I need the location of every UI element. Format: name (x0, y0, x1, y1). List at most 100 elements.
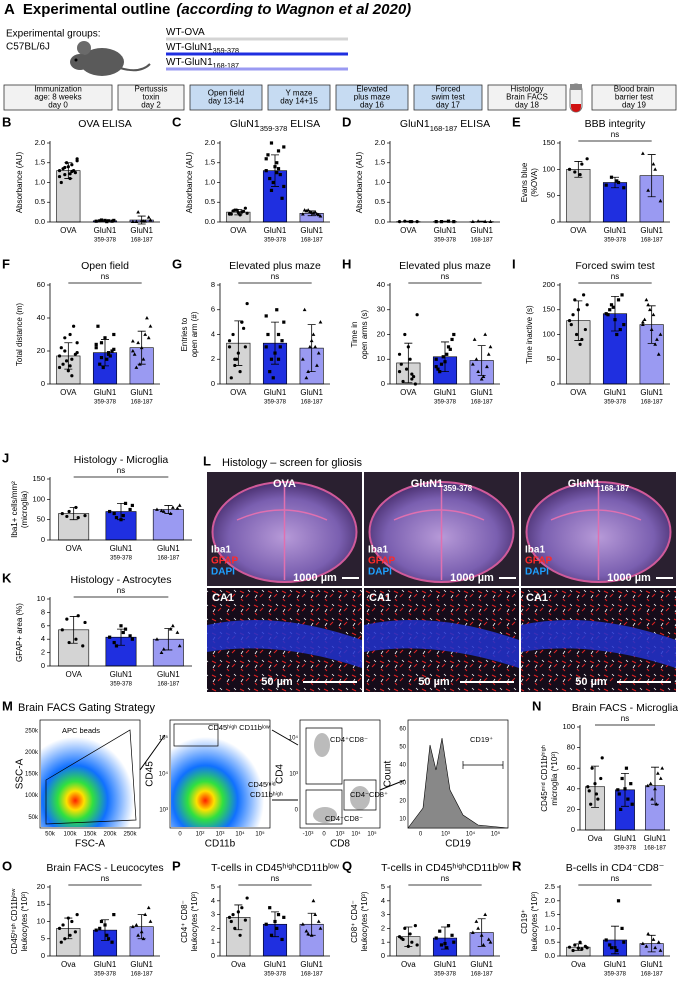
data-point (66, 369, 70, 373)
x-tick-sublabel: 168-187 (131, 972, 154, 978)
panel-letter: K (2, 570, 12, 585)
y-tick-label: 1.5 (205, 158, 215, 167)
data-point (604, 938, 608, 942)
y-tick-label: 0 (41, 951, 45, 960)
y-tick-label: 3 (381, 910, 385, 919)
data-point (264, 314, 268, 318)
data-point (470, 930, 475, 934)
density-cluster (314, 733, 330, 757)
y-tick-label: 20 (37, 346, 45, 355)
data-point (446, 924, 451, 928)
data-point (313, 210, 318, 214)
timeline-text: Immunization (34, 85, 82, 94)
gate-label: CD19⁺ (470, 735, 493, 744)
subscript: 168-187 (213, 61, 239, 70)
text-part: B-cells in CD4⁻CD8⁻ (566, 862, 665, 874)
y-tick-label: 0 (41, 535, 45, 544)
y-tick-label: 1.5 (375, 158, 385, 167)
data-point (302, 208, 307, 212)
data-point (57, 174, 62, 179)
scale-label: 50 µm (261, 676, 293, 688)
data-point (452, 332, 456, 337)
strain: C57BL/6J (6, 42, 50, 53)
panel-letter: R (512, 858, 522, 873)
data-point (578, 342, 582, 346)
data-point (234, 357, 239, 361)
data-point (655, 337, 659, 341)
y-tick-label: 0.5 (205, 197, 215, 206)
data-point (646, 931, 651, 936)
data-point (59, 940, 63, 944)
y-tick-label: 2 (381, 923, 385, 932)
data-point (275, 171, 279, 175)
data-point (397, 370, 402, 374)
data-point (57, 354, 62, 358)
data-point (269, 188, 274, 192)
data-point (415, 943, 419, 947)
data-point (617, 792, 621, 796)
data-point (145, 316, 149, 320)
data-point (238, 933, 242, 937)
data-point (134, 922, 139, 927)
data-point (70, 374, 74, 378)
data-point (483, 912, 488, 916)
data-point (227, 212, 232, 216)
data-point (578, 173, 582, 177)
y-axis-label: Absorbance (AU) (355, 151, 364, 213)
text-part: T-cells in CD45ʰⁱᵍʰCD11bˡᵒʷ (211, 862, 340, 874)
histogram (407, 737, 509, 829)
data-point (141, 357, 146, 361)
y-tick-label: 2.0 (545, 896, 555, 905)
data-point (276, 357, 281, 361)
text-part: OVA (273, 478, 296, 490)
timeline-text: Blood brain (614, 85, 654, 94)
error-bar (441, 341, 449, 373)
data-point (243, 206, 247, 210)
data-point (630, 802, 634, 806)
data-point (227, 339, 232, 343)
data-point (315, 212, 319, 216)
data-point (318, 320, 323, 324)
x-tick-label: 150k (83, 832, 97, 838)
data-point (264, 345, 268, 349)
timeline-box (487, 84, 567, 111)
y-axis-label: microglia (*10³) (550, 751, 559, 806)
error-bar (234, 320, 243, 366)
title-text: Experimental outline (23, 1, 171, 18)
x-axis-label: CD8 (330, 839, 350, 850)
blood-tube (569, 83, 583, 113)
data-point (626, 797, 630, 801)
region-label: CA1 (526, 592, 548, 604)
error-bar (271, 321, 279, 365)
axis (389, 283, 500, 385)
scale-label: 1000 µm (607, 572, 651, 584)
y-tick-label: 20 (399, 799, 406, 805)
y-tick-label: 100k (25, 793, 39, 799)
data-point (304, 929, 309, 933)
data-point (616, 788, 620, 792)
axis (219, 885, 330, 957)
data-point (60, 628, 64, 632)
data-point (313, 344, 318, 349)
data-point (112, 511, 116, 516)
x-tick-label: 10⁵ (255, 831, 265, 838)
timeline-text: age: 8 weeks (34, 93, 81, 102)
chart-title: T-cells in CD45ʰⁱᵍʰCD11bˡᵒʷ (381, 862, 510, 874)
data-point (275, 161, 279, 165)
data-point (68, 364, 72, 368)
x-tick-label: GluN1 (640, 388, 663, 397)
x-tick-sublabel: 168-187 (644, 846, 667, 852)
data-point (123, 501, 128, 505)
data-point (70, 919, 74, 924)
y-tick-label: 0.0 (375, 217, 385, 226)
data-point (616, 298, 621, 302)
text-part: T-cells in CD45ʰⁱᵍʰCD11bˡᵒʷ (381, 862, 510, 874)
data-point (615, 332, 619, 337)
y-tick-label: 150 (542, 305, 555, 314)
data-point (112, 332, 116, 337)
data-point (282, 184, 286, 189)
data-point (629, 782, 633, 786)
x-tick-label: GluN1 (604, 226, 627, 235)
data-point (622, 323, 626, 327)
timeline-text: day 14+15 (280, 97, 318, 106)
